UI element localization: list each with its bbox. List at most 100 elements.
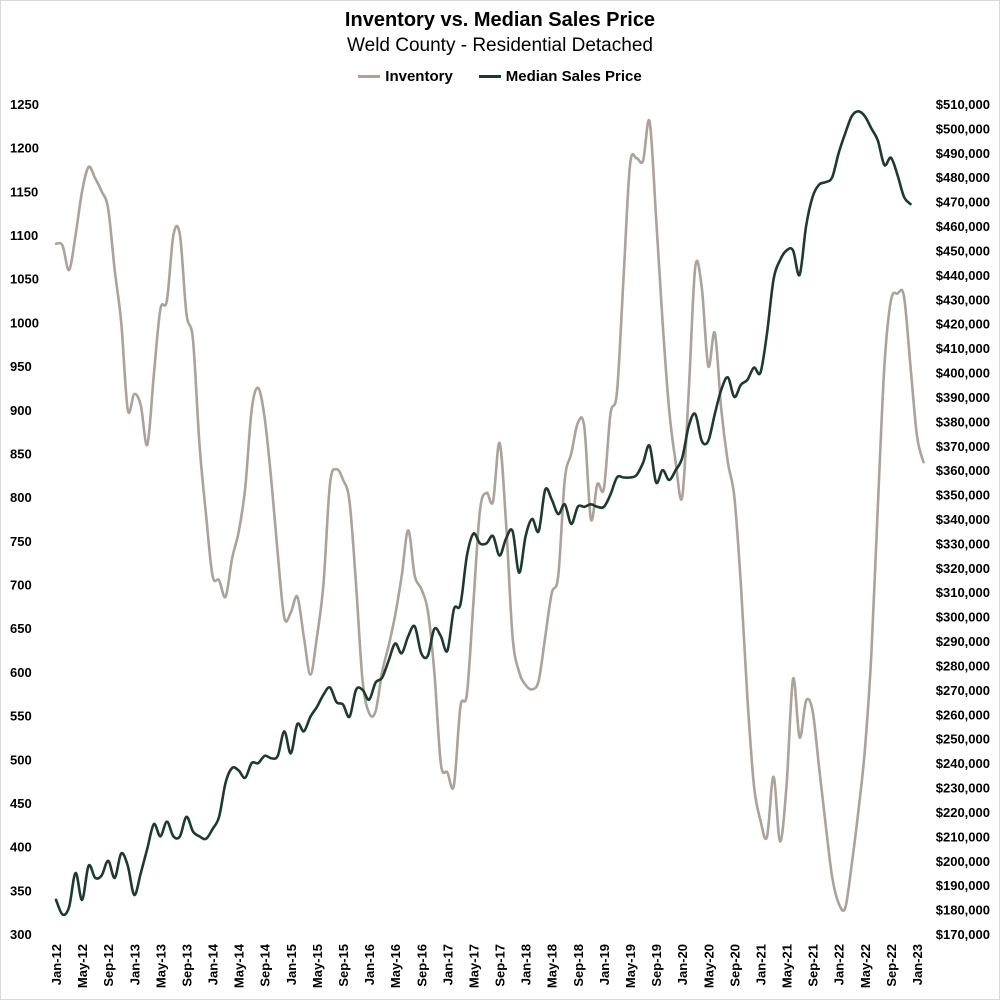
x-tick-label: Sep-13 (179, 944, 194, 987)
y-right-tick-label: $360,000 (936, 463, 990, 478)
y-right-tick-label: $350,000 (936, 488, 990, 503)
y-right-tick-label: $200,000 (936, 854, 990, 869)
x-tick-label: Sep-19 (649, 944, 664, 987)
y-left-tick-label: 850 (10, 446, 32, 461)
y-left-tick-label: 500 (10, 752, 32, 767)
x-tick-label: Jan-18 (519, 944, 534, 985)
y-right-tick-label: $370,000 (936, 439, 990, 454)
y-right-tick-label: $480,000 (936, 170, 990, 185)
x-tick-label: May-17 (466, 944, 481, 988)
x-tick-label: Sep-20 (727, 944, 742, 987)
y-right-tick-label: $250,000 (936, 732, 990, 747)
y-right-tick-label: $180,000 (936, 903, 990, 918)
legend-swatch-median-sales-price (478, 75, 501, 78)
y-right-tick-label: $270,000 (936, 683, 990, 698)
x-tick-label: May-16 (388, 944, 403, 988)
legend-item-median-sales-price: Median Sales Price (478, 68, 642, 85)
y-right-tick-label: $440,000 (936, 268, 990, 283)
x-tick-label: May-12 (75, 944, 90, 988)
y-right-tick-label: $290,000 (936, 634, 990, 649)
y-right-tick-label: $410,000 (936, 341, 990, 356)
y-left-tick-label: 700 (10, 578, 32, 593)
y-right-tick-label: $460,000 (936, 219, 990, 234)
y-left-tick-label: 1050 (10, 272, 39, 287)
y-left-tick-label: 400 (10, 840, 32, 855)
y-right-tick-label: $400,000 (936, 366, 990, 381)
y-right-tick-label: $450,000 (936, 243, 990, 258)
x-tick-label: Jan-13 (127, 944, 142, 985)
x-tick-label: Jan-19 (597, 944, 612, 985)
y-right-tick-label: $420,000 (936, 317, 990, 332)
y-right-tick-label: $280,000 (936, 658, 990, 673)
x-tick-label: Sep-16 (414, 944, 429, 987)
x-tick-label: Sep-22 (884, 944, 899, 987)
x-tick-label: May-18 (545, 944, 560, 988)
x-tick-label: May-21 (780, 944, 795, 988)
y-right-tick-label: $220,000 (936, 805, 990, 820)
x-tick-label: May-20 (701, 944, 716, 988)
x-tick-label: May-15 (310, 944, 325, 988)
legend-label-median-sales-price: Median Sales Price (505, 68, 642, 85)
y-right-tick-label: $490,000 (936, 146, 990, 161)
y-right-tick-label: $310,000 (936, 585, 990, 600)
x-tick-label: May-19 (623, 944, 638, 988)
x-tick-label: Jan-17 (440, 944, 455, 985)
series-line-inventory (54, 118, 925, 912)
y-right-tick-label: $210,000 (936, 829, 990, 844)
y-left-tick-label: 800 (10, 490, 32, 505)
x-tick-label: Sep-21 (806, 944, 821, 987)
legend-swatch-inventory (358, 75, 381, 78)
y-left-tick-label: 550 (10, 709, 32, 724)
y-right-tick-label: $340,000 (936, 512, 990, 527)
y-right-tick-label: $170,000 (936, 927, 990, 942)
y-left-tick-label: 350 (10, 883, 32, 898)
x-tick-label: Jan-16 (362, 944, 377, 985)
y-left-tick-label: 750 (10, 534, 32, 549)
y-right-tick-label: $190,000 (936, 878, 990, 893)
x-tick-label: Sep-14 (258, 943, 273, 986)
y-left-tick-label: 1250 (10, 97, 39, 112)
y-left-tick-label: 950 (10, 359, 32, 374)
x-tick-label: Jan-14 (206, 943, 221, 985)
series-line-median-sales-price (54, 110, 912, 917)
x-tick-label: Jan-15 (284, 944, 299, 985)
y-right-tick-label: $390,000 (936, 390, 990, 405)
y-left-tick-label: 450 (10, 796, 32, 811)
y-right-tick-label: $470,000 (936, 195, 990, 210)
x-tick-label: May-13 (153, 944, 168, 988)
chart-subtitle: Weld County - Residential Detached (347, 35, 653, 56)
y-left-tick-label: 1000 (10, 315, 39, 330)
y-right-tick-label: $260,000 (936, 707, 990, 722)
x-tick-label: Jan-23 (910, 944, 925, 985)
y-right-tick-label: $230,000 (936, 781, 990, 796)
x-tick-label: Jan-20 (675, 944, 690, 985)
x-tick-label: Sep-17 (493, 944, 508, 987)
chart-title: Inventory vs. Median Sales Price (344, 9, 656, 31)
x-tick-label: Sep-18 (571, 944, 586, 987)
legend-item-inventory: Inventory (358, 68, 453, 85)
y-left-tick-label: 300 (10, 927, 32, 942)
chart-legend: Inventory Median Sales Price (0, 68, 1000, 85)
y-right-tick-label: $380,000 (936, 414, 990, 429)
x-tick-label: Jan-12 (49, 944, 64, 985)
x-tick-label: May-14 (232, 943, 247, 988)
y-right-tick-label: $320,000 (936, 561, 990, 576)
y-right-tick-label: $510,000 (936, 97, 990, 112)
y-right-tick-label: $500,000 (936, 121, 990, 136)
y-left-tick-label: 650 (10, 621, 32, 636)
y-left-tick-label: 1150 (10, 184, 38, 199)
y-right-tick-label: $330,000 (936, 536, 990, 551)
y-right-tick-label: $240,000 (936, 756, 990, 771)
y-left-tick-label: 600 (10, 665, 32, 680)
y-left-tick-label: 1200 (10, 141, 39, 156)
x-tick-label: Sep-15 (336, 944, 351, 987)
y-right-tick-label: $430,000 (936, 292, 990, 307)
y-left-tick-label: 1100 (10, 228, 38, 243)
x-tick-label: Jan-22 (832, 944, 847, 985)
y-left-tick-label: 900 (10, 403, 32, 418)
y-right-tick-label: $300,000 (936, 610, 990, 625)
x-tick-label: May-22 (858, 944, 873, 988)
x-tick-label: Jan-21 (753, 944, 768, 985)
legend-label-inventory: Inventory (385, 68, 453, 85)
